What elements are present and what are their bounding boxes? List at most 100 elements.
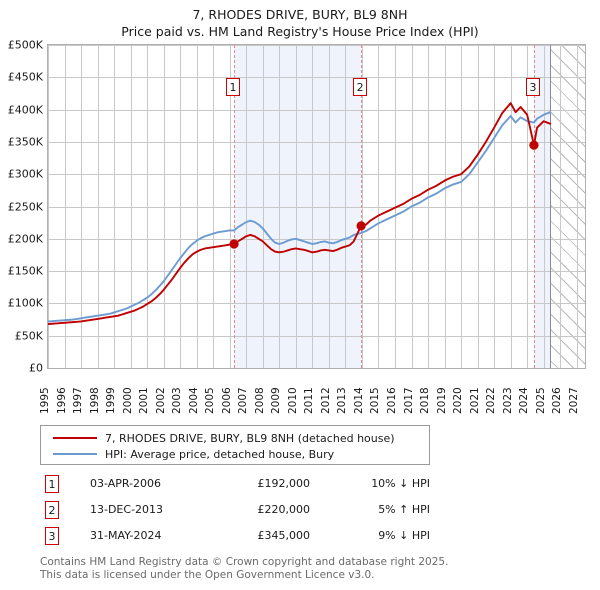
gridline-horizontal — [550, 303, 585, 304]
x-axis-tick-label: 2004 — [187, 387, 200, 414]
legend-item: 7, RHODES DRIVE, BURY, BL9 8NH (detached… — [47, 430, 423, 446]
gridline-horizontal — [48, 142, 585, 143]
series-line — [48, 102, 552, 326]
x-axis-tick-label: 2021 — [468, 387, 481, 414]
gridline-vertical — [48, 45, 49, 368]
x-axis-tick-label: 2007 — [237, 387, 250, 414]
x-axis-tick-label: 2006 — [220, 387, 233, 414]
footer-attribution: Contains HM Land Registry data © Crown c… — [40, 556, 580, 581]
y-axis-tick-label: £300K — [7, 167, 43, 181]
y-axis-tick-label: £350K — [7, 135, 43, 149]
gridline-vertical — [362, 45, 363, 368]
x-axis-tick-label: 1999 — [105, 387, 118, 414]
gridline-vertical — [428, 45, 429, 368]
plot-inner — [48, 45, 585, 368]
gridline-horizontal — [48, 207, 585, 208]
transaction-row: 3 31-MAY-2024 £345,000 9% ↓ HPI — [40, 525, 460, 551]
gridline-vertical — [494, 45, 495, 368]
x-axis-tick-label: 1995 — [39, 387, 51, 414]
transaction-hpi-delta: 9% ↓ HPI — [378, 529, 430, 542]
gridline-vertical — [98, 45, 99, 368]
gridline-horizontal — [48, 110, 585, 111]
x-axis-tick-label: 2008 — [253, 387, 266, 414]
x-axis-tick-label: 2018 — [419, 387, 432, 414]
event-marker-box-2[interactable]: 2 — [353, 78, 368, 96]
gridline-vertical — [312, 45, 313, 368]
x-axis-tick-label: 2026 — [551, 387, 564, 414]
footer-line-1: Contains HM Land Registry data © Crown c… — [40, 556, 449, 568]
y-axis-tick-label: £200K — [7, 232, 43, 246]
gridline-horizontal — [550, 110, 585, 111]
gridline-horizontal — [550, 77, 585, 78]
event-marker-box-3[interactable]: 3 — [525, 78, 540, 96]
gridline-vertical — [263, 45, 264, 368]
transactions-table: 1 03-APR-2006 £192,000 10% ↓ HPI 2 13-DEC-201… — [40, 473, 460, 551]
x-axis-tick-label: 2013 — [336, 387, 349, 414]
gridline-vertical — [378, 45, 379, 368]
x-axis-tick-label: 2023 — [501, 387, 514, 414]
gridline-horizontal — [48, 271, 585, 272]
transaction-point[interactable] — [529, 140, 539, 150]
gridline-vertical — [246, 45, 247, 368]
gridline-vertical — [65, 45, 66, 368]
gridline-vertical — [461, 45, 462, 368]
gridline-vertical — [131, 45, 132, 368]
gridline-horizontal — [550, 174, 585, 175]
transaction-date: 31-MAY-2024 — [90, 529, 162, 542]
x-axis-tick-label: 2022 — [485, 387, 498, 414]
transaction-index-badge: 2 — [45, 501, 59, 519]
gridline-horizontal — [48, 45, 585, 46]
legend-label: HPI: Average price, detached house, Bury — [105, 447, 335, 461]
event-marker-box-1[interactable]: 1 — [226, 78, 241, 96]
gridline-vertical — [478, 45, 479, 368]
gridline-vertical — [329, 45, 330, 368]
gridline-vertical — [445, 45, 446, 368]
gridline-horizontal — [550, 336, 585, 337]
transaction-point[interactable] — [356, 221, 366, 231]
legend-color-swatch — [53, 437, 97, 439]
y-axis-tick-label: £100K — [7, 296, 43, 310]
x-axis-tick-label: 2014 — [352, 387, 365, 414]
gridline-vertical — [345, 45, 346, 368]
x-axis-tick-label: 2027 — [567, 387, 580, 414]
x-axis-tick-label: 1996 — [55, 387, 68, 414]
x-axis-tick-label: 2025 — [534, 387, 547, 414]
gridline-horizontal — [48, 174, 585, 175]
transaction-index-badge: 1 — [45, 475, 59, 493]
y-axis-tick-label: £150K — [7, 264, 43, 278]
x-axis-tick-label: 2011 — [303, 387, 316, 414]
x-axis-tick-label: 2002 — [154, 387, 167, 414]
transaction-hpi-delta: 10% ↓ HPI — [371, 477, 430, 490]
chart-legend: 7, RHODES DRIVE, BURY, BL9 8NH (detached… — [40, 425, 430, 465]
x-axis-tick-label: 2016 — [385, 387, 398, 414]
legend-label: 7, RHODES DRIVE, BURY, BL9 8NH (detached… — [105, 431, 395, 445]
gridline-vertical — [511, 45, 512, 368]
x-axis-tick-label: 2019 — [435, 387, 448, 414]
gridline-vertical — [164, 45, 165, 368]
x-axis-tick-label: 2020 — [452, 387, 465, 414]
ownership-band — [234, 45, 362, 368]
gridline-vertical — [230, 45, 231, 368]
transaction-hpi-delta: 5% ↑ HPI — [378, 503, 430, 516]
gridline-horizontal — [550, 142, 585, 143]
gridline-vertical — [560, 45, 561, 368]
legend-item: HPI: Average price, detached house, Bury — [47, 446, 423, 462]
gridline-horizontal — [550, 239, 585, 240]
y-axis-tick-label: £0 — [29, 361, 43, 375]
gridline-vertical — [180, 45, 181, 368]
x-axis-tick-label: 2000 — [121, 387, 134, 414]
today-line — [550, 45, 552, 368]
plot-area — [47, 44, 586, 369]
transaction-index-badge: 3 — [45, 527, 59, 545]
x-axis-tick-label: 2010 — [286, 387, 299, 414]
future-region-hatching — [550, 45, 585, 368]
transaction-date: 13-DEC-2013 — [90, 503, 164, 516]
gridline-vertical — [213, 45, 214, 368]
transaction-price: £192,000 — [257, 477, 311, 490]
transaction-point[interactable] — [229, 239, 239, 249]
gridline-vertical — [544, 45, 545, 368]
y-axis-tick-label: £450K — [7, 70, 43, 84]
legend-color-swatch — [53, 453, 97, 455]
chart-title: 7, RHODES DRIVE, BURY, BL9 8NH Price pai… — [0, 6, 600, 40]
